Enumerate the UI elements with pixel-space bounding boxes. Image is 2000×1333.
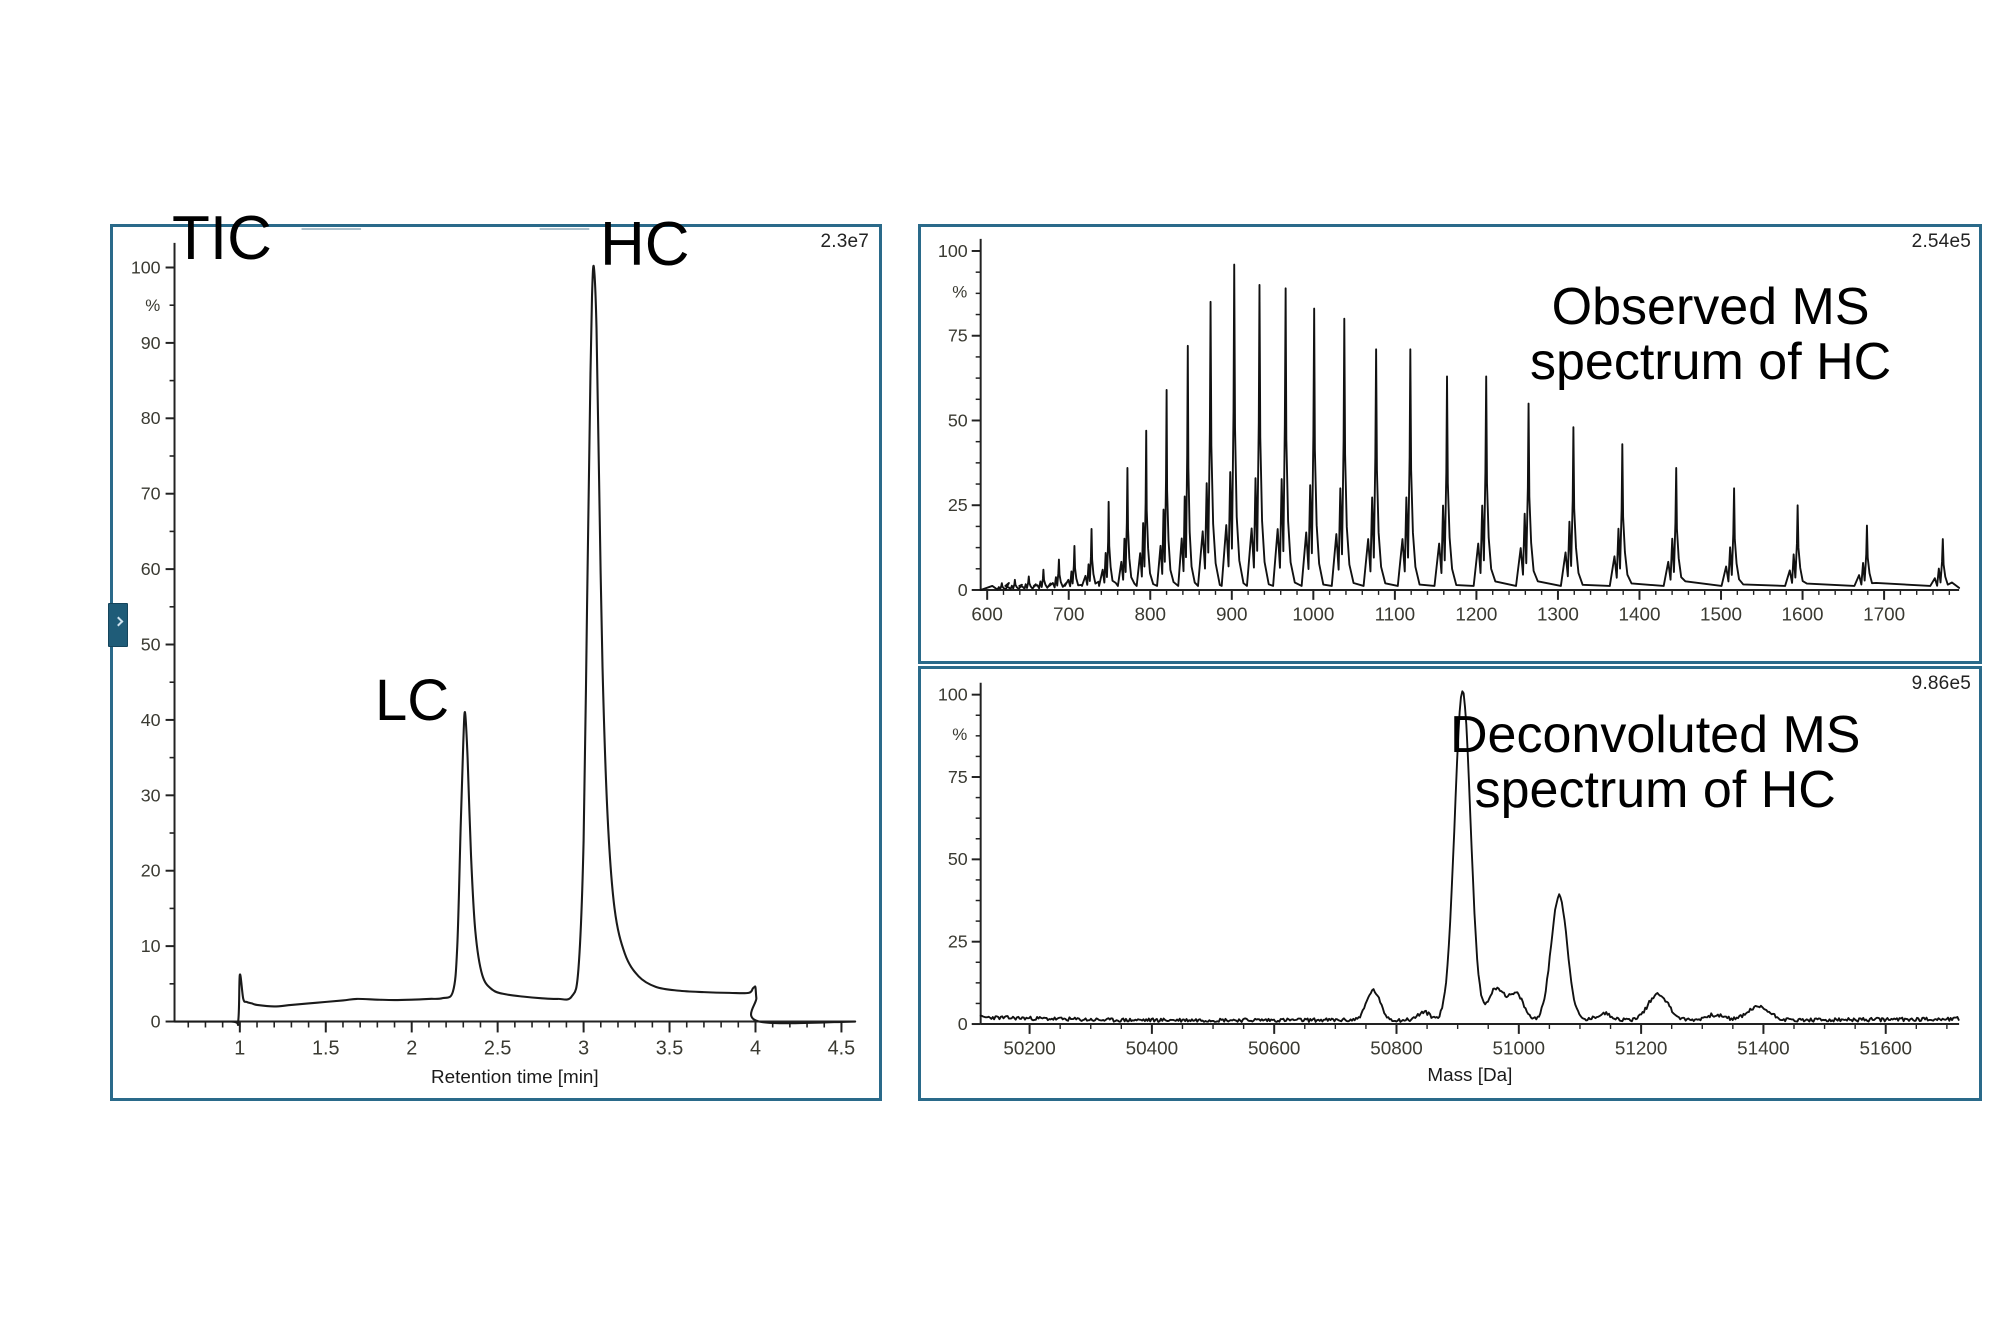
svg-text:3.5: 3.5 bbox=[656, 1037, 684, 1059]
svg-text:51000: 51000 bbox=[1493, 1038, 1545, 1059]
svg-text:1400: 1400 bbox=[1618, 604, 1660, 625]
svg-text:50: 50 bbox=[948, 410, 968, 430]
svg-text:90: 90 bbox=[141, 333, 161, 353]
deconvoluted-ms-annotation-line1: Deconvoluted MS bbox=[1450, 706, 1861, 764]
svg-text:50: 50 bbox=[141, 634, 161, 654]
svg-text:20: 20 bbox=[141, 861, 161, 881]
svg-text:50: 50 bbox=[948, 849, 968, 869]
svg-text:60: 60 bbox=[141, 559, 161, 579]
svg-text:1: 1 bbox=[234, 1037, 245, 1059]
svg-text:51200: 51200 bbox=[1615, 1038, 1667, 1059]
svg-text:0: 0 bbox=[151, 1011, 161, 1031]
svg-text:51400: 51400 bbox=[1737, 1038, 1789, 1059]
svg-text:80: 80 bbox=[141, 408, 161, 428]
observed-ms-plot: 0 25 50 75 100% 600 700 800 900 1000 1100 1200 1300 1… bbox=[938, 238, 1961, 625]
svg-text:%: % bbox=[952, 725, 967, 744]
svg-text:%: % bbox=[145, 296, 160, 315]
svg-text:Mass [Da]: Mass [Da] bbox=[1427, 1064, 1512, 1085]
svg-text:800: 800 bbox=[1135, 604, 1167, 625]
svg-text:100: 100 bbox=[938, 241, 968, 261]
svg-text:2.5: 2.5 bbox=[484, 1037, 512, 1059]
svg-text:Retention time [min]: Retention time [min] bbox=[431, 1066, 599, 1087]
svg-text:4: 4 bbox=[750, 1037, 761, 1059]
deconvoluted-intensity-scale: 9.86e5 bbox=[1911, 673, 1971, 694]
svg-text:700: 700 bbox=[1053, 604, 1085, 625]
observed-ms-annotation-line1: Observed MS bbox=[1551, 278, 1870, 336]
svg-text:1000: 1000 bbox=[1292, 604, 1334, 625]
svg-text:1300: 1300 bbox=[1537, 604, 1579, 625]
svg-text:100: 100 bbox=[131, 257, 161, 277]
svg-text:50600: 50600 bbox=[1248, 1038, 1300, 1059]
svg-text:1200: 1200 bbox=[1455, 604, 1497, 625]
svg-text:50400: 50400 bbox=[1126, 1038, 1178, 1059]
svg-text:51600: 51600 bbox=[1859, 1038, 1911, 1059]
deconvoluted-ms-panel: 0 25 50 75 100% 50200 50400 50600 50800 51000 5120… bbox=[918, 666, 1982, 1101]
svg-text:25: 25 bbox=[948, 932, 968, 952]
svg-text:100: 100 bbox=[938, 685, 968, 705]
lc-peak-label: LC bbox=[375, 668, 450, 733]
observed-intensity-scale: 2.54e5 bbox=[1911, 231, 1971, 252]
observed-ms-annotation-line2: spectrum of HC bbox=[1530, 333, 1892, 392]
svg-text:3: 3 bbox=[578, 1037, 589, 1059]
svg-text:1100: 1100 bbox=[1375, 604, 1416, 625]
tic-plot: 0 10 20 30 40 50 60 70 80 90 100% 1 1.5 2 2.5 3 3.5 4 4.5 R… bbox=[131, 227, 857, 1087]
svg-text:70: 70 bbox=[141, 484, 161, 504]
svg-text:75: 75 bbox=[948, 326, 968, 346]
svg-text:0: 0 bbox=[958, 580, 968, 600]
tic-chromatogram-panel: 0 10 20 30 40 50 60 70 80 90 100% 1 1.5 2 2.5 3 3.5 4 4.5 R… bbox=[110, 224, 882, 1101]
svg-text:%: % bbox=[952, 283, 967, 302]
svg-text:10: 10 bbox=[141, 936, 161, 956]
deconvoluted-ms-annotation: Deconvoluted MS spectrum of HC bbox=[1450, 706, 1861, 820]
hc-peak-label: HC bbox=[600, 210, 690, 279]
svg-text:30: 30 bbox=[141, 785, 161, 805]
tic-intensity-scale: 2.3e7 bbox=[820, 231, 869, 252]
svg-text:0: 0 bbox=[958, 1014, 968, 1034]
svg-text:75: 75 bbox=[948, 767, 968, 787]
svg-text:1.5: 1.5 bbox=[312, 1037, 340, 1059]
svg-text:900: 900 bbox=[1216, 604, 1248, 625]
svg-text:2: 2 bbox=[406, 1037, 417, 1059]
observed-ms-annotation: Observed MS spectrum of HC bbox=[1530, 278, 1892, 392]
svg-text:25: 25 bbox=[948, 495, 968, 515]
deconvoluted-ms-annotation-line2: spectrum of HC bbox=[1474, 761, 1836, 820]
svg-text:50200: 50200 bbox=[1003, 1038, 1055, 1059]
svg-text:1600: 1600 bbox=[1782, 604, 1824, 625]
svg-text:1500: 1500 bbox=[1700, 604, 1742, 625]
observed-ms-panel: 0 25 50 75 100% 600 700 800 900 1000 1100 1200 1300 1… bbox=[918, 224, 1982, 664]
svg-text:50800: 50800 bbox=[1370, 1038, 1422, 1059]
panel-scroll-thumb[interactable] bbox=[108, 603, 128, 647]
deconvoluted-ms-plot: 0 25 50 75 100% 50200 50400 50600 50800 51000 5120… bbox=[938, 682, 1960, 1085]
svg-text:600: 600 bbox=[971, 604, 1003, 625]
svg-text:4.5: 4.5 bbox=[828, 1037, 856, 1059]
svg-text:1700: 1700 bbox=[1863, 604, 1905, 625]
svg-text:40: 40 bbox=[141, 710, 161, 730]
tic-annotation: TIC bbox=[172, 204, 272, 273]
